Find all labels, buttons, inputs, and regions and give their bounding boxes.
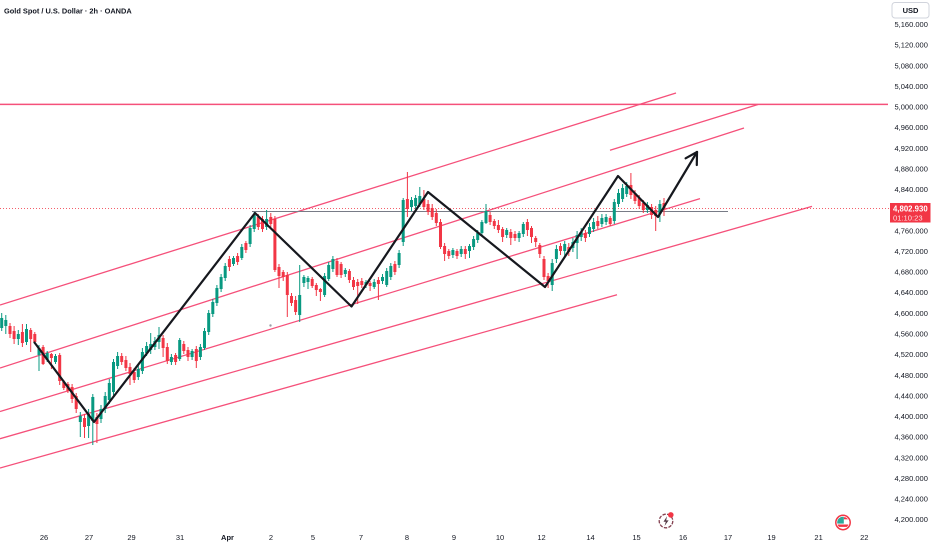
svg-text:4,920.000: 4,920.000: [895, 144, 928, 153]
svg-text:4,440.000: 4,440.000: [895, 391, 928, 400]
svg-text:4,760.000: 4,760.000: [895, 226, 928, 235]
svg-text:2: 2: [269, 533, 273, 542]
svg-text:USD: USD: [903, 6, 919, 15]
svg-text:4,200.000: 4,200.000: [895, 515, 928, 524]
svg-text:4,280.000: 4,280.000: [895, 474, 928, 483]
svg-text:9: 9: [452, 533, 456, 542]
svg-text:4,640.000: 4,640.000: [895, 288, 928, 297]
svg-text:4,480.000: 4,480.000: [895, 371, 928, 380]
svg-text:12: 12: [537, 533, 545, 542]
svg-text:5,080.000: 5,080.000: [895, 61, 928, 70]
svg-text:7: 7: [359, 533, 363, 542]
svg-text:5,040.000: 5,040.000: [895, 82, 928, 91]
svg-text:4,840.000: 4,840.000: [895, 185, 928, 194]
svg-text:Gold Spot / U.S. Dollar · 2h ·: Gold Spot / U.S. Dollar · 2h · OANDA: [4, 7, 132, 16]
svg-text:01:10:23: 01:10:23: [893, 213, 923, 222]
svg-text:17: 17: [724, 533, 732, 542]
svg-text:4,240.000: 4,240.000: [895, 495, 928, 504]
svg-text:5,000.000: 5,000.000: [895, 103, 928, 112]
svg-text:Apr: Apr: [221, 533, 234, 542]
svg-text:8: 8: [405, 533, 409, 542]
svg-text:19: 19: [767, 533, 775, 542]
svg-text:21: 21: [814, 533, 822, 542]
svg-text:10: 10: [496, 533, 504, 542]
svg-text:4,560.000: 4,560.000: [895, 330, 928, 339]
svg-text:4,680.000: 4,680.000: [895, 268, 928, 277]
svg-text:5: 5: [311, 533, 315, 542]
svg-text:5,120.000: 5,120.000: [895, 41, 928, 50]
svg-text:31: 31: [176, 533, 184, 542]
svg-text:4,600.000: 4,600.000: [895, 309, 928, 318]
svg-text:22: 22: [860, 533, 868, 542]
svg-text:26: 26: [40, 533, 48, 542]
svg-text:29: 29: [127, 533, 135, 542]
svg-text:4,960.000: 4,960.000: [895, 123, 928, 132]
svg-text:4,720.000: 4,720.000: [895, 247, 928, 256]
svg-text:4,400.000: 4,400.000: [895, 412, 928, 421]
svg-text:4,360.000: 4,360.000: [895, 433, 928, 442]
svg-text:4,802.930: 4,802.930: [893, 204, 928, 213]
svg-text:4,320.000: 4,320.000: [895, 453, 928, 462]
svg-text:5,160.000: 5,160.000: [895, 20, 928, 29]
svg-text:27: 27: [85, 533, 93, 542]
svg-text:15: 15: [632, 533, 640, 542]
svg-text:14: 14: [586, 533, 594, 542]
svg-text:4,520.000: 4,520.000: [895, 350, 928, 359]
svg-text:16: 16: [679, 533, 687, 542]
svg-text:4,880.000: 4,880.000: [895, 165, 928, 174]
